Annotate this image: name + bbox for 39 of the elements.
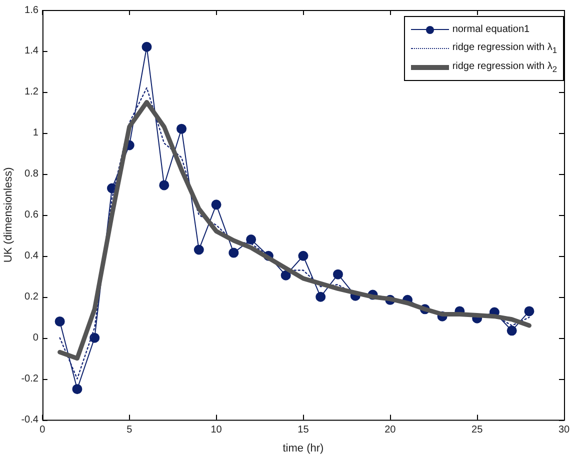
point	[159, 180, 170, 190]
y-tick-label: 1	[32, 128, 39, 139]
y-tick-label: 0	[32, 332, 39, 344]
point	[524, 306, 534, 316]
point	[54, 316, 65, 326]
legend-label: ridge regression with λ$_{2}$	[452, 61, 557, 74]
x-tick-label: 15	[298, 424, 310, 436]
point	[228, 248, 239, 258]
point	[298, 250, 308, 261]
point	[316, 292, 326, 302]
point	[176, 124, 187, 134]
point	[72, 384, 82, 394]
point	[142, 42, 152, 52]
point	[90, 332, 100, 343]
point	[211, 200, 222, 210]
point	[280, 270, 291, 280]
x-tick-label: 30	[558, 424, 570, 436]
x-tick-label: 25	[472, 424, 484, 436]
legend-label: normal equation1	[452, 24, 530, 35]
point	[506, 326, 517, 336]
y-tick-label: -0.4	[21, 414, 39, 426]
x-tick-label: 20	[384, 424, 396, 436]
y-tick-label: 1.4	[24, 46, 39, 57]
y-tick-label: 1.2	[24, 86, 39, 98]
x-axis-title: time (hr)	[282, 442, 324, 454]
x-tick-label: 0	[40, 424, 46, 436]
y-axis-title: UK (dimensionless)	[2, 167, 15, 263]
y-tick-label: 0.2	[24, 292, 39, 303]
y-tick-label: -0.2	[21, 374, 39, 385]
y-tick-label: 0.4	[24, 250, 39, 262]
y-tick-label: 1.6	[24, 4, 39, 16]
y-tick-label: 0.6	[24, 210, 39, 221]
point	[332, 269, 343, 280]
x-tick-label: 5	[126, 424, 133, 436]
point	[246, 234, 256, 244]
y-tick-label: 0.8	[24, 168, 39, 180]
x-tick-label: 10	[210, 424, 222, 436]
legend-label: ridge regression with λ$_{1}$	[452, 42, 557, 55]
point	[194, 244, 204, 255]
